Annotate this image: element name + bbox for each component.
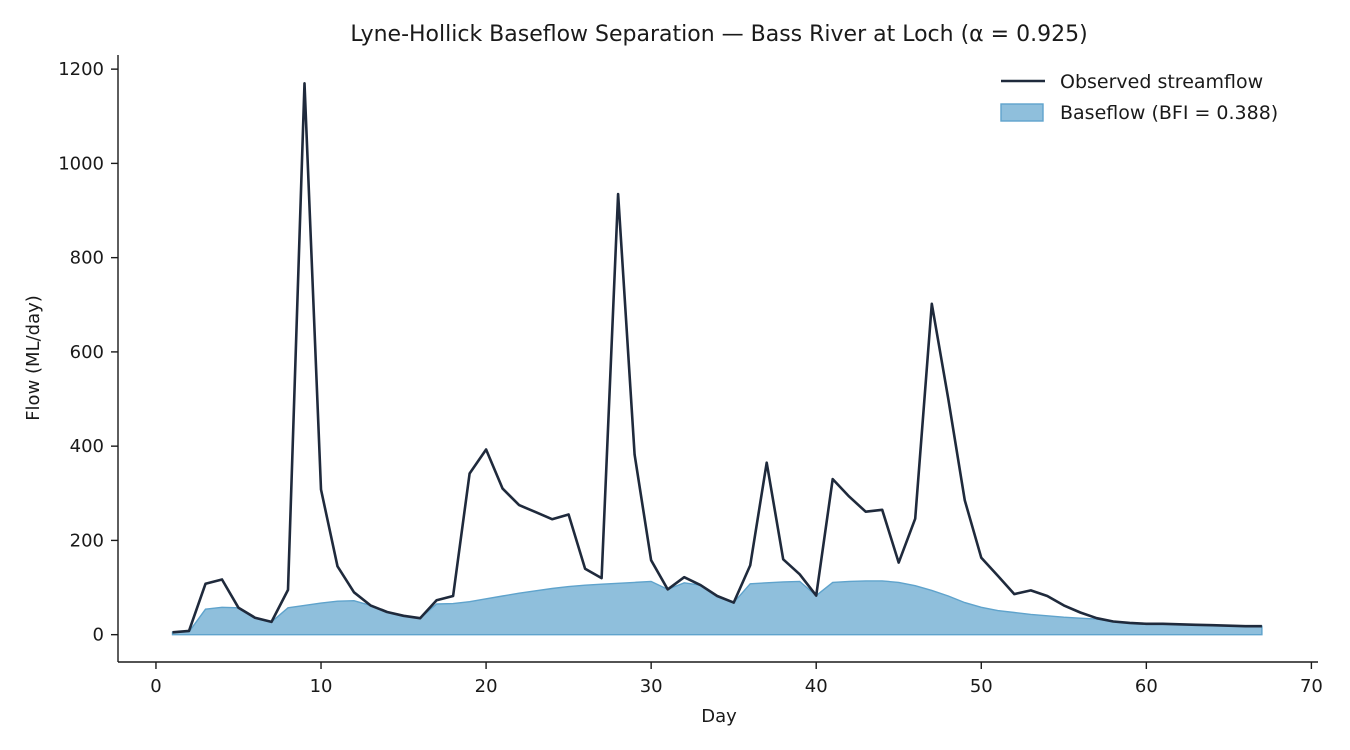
chart-title: Lyne-Hollick Baseflow Separation — Bass … — [350, 22, 1087, 47]
y-tick-label: 1200 — [58, 59, 104, 80]
plot-area — [171, 82, 1263, 636]
x-tick-label: 0 — [150, 676, 161, 697]
y-tick-label: 200 — [70, 530, 104, 551]
legend-observed-label: Observed streamflow — [1060, 71, 1263, 93]
observed-streamflow-line — [172, 82, 1262, 634]
y-axis-label: Flow (ML/day) — [23, 295, 44, 421]
x-tick-label: 50 — [970, 676, 993, 697]
y-axis-ticks: 0 200 400 600 800 1000 1200 — [58, 59, 118, 646]
x-tick-label: 60 — [1135, 676, 1158, 697]
baseflow-area — [171, 580, 1263, 636]
x-tick-label: 20 — [475, 676, 498, 697]
y-tick-label: 400 — [70, 436, 104, 457]
y-tick-label: 0 — [93, 625, 104, 646]
x-tick-label: 40 — [805, 676, 828, 697]
legend-baseflow-label: Baseflow (BFI = 0.388) — [1060, 102, 1278, 124]
y-tick-label: 1000 — [58, 153, 104, 174]
x-tick-label: 10 — [310, 676, 333, 697]
x-tick-label: 70 — [1300, 676, 1323, 697]
y-tick-label: 800 — [70, 248, 104, 269]
legend-baseflow-swatch — [1000, 103, 1044, 122]
x-axis-ticks: 0 10 20 30 40 50 60 70 — [150, 662, 1323, 697]
y-tick-label: 600 — [70, 342, 104, 363]
x-tick-label: 30 — [640, 676, 663, 697]
legend: Observed streamflow Baseflow (BFI = 0.38… — [1000, 71, 1278, 124]
x-axis-label: Day — [701, 706, 737, 727]
